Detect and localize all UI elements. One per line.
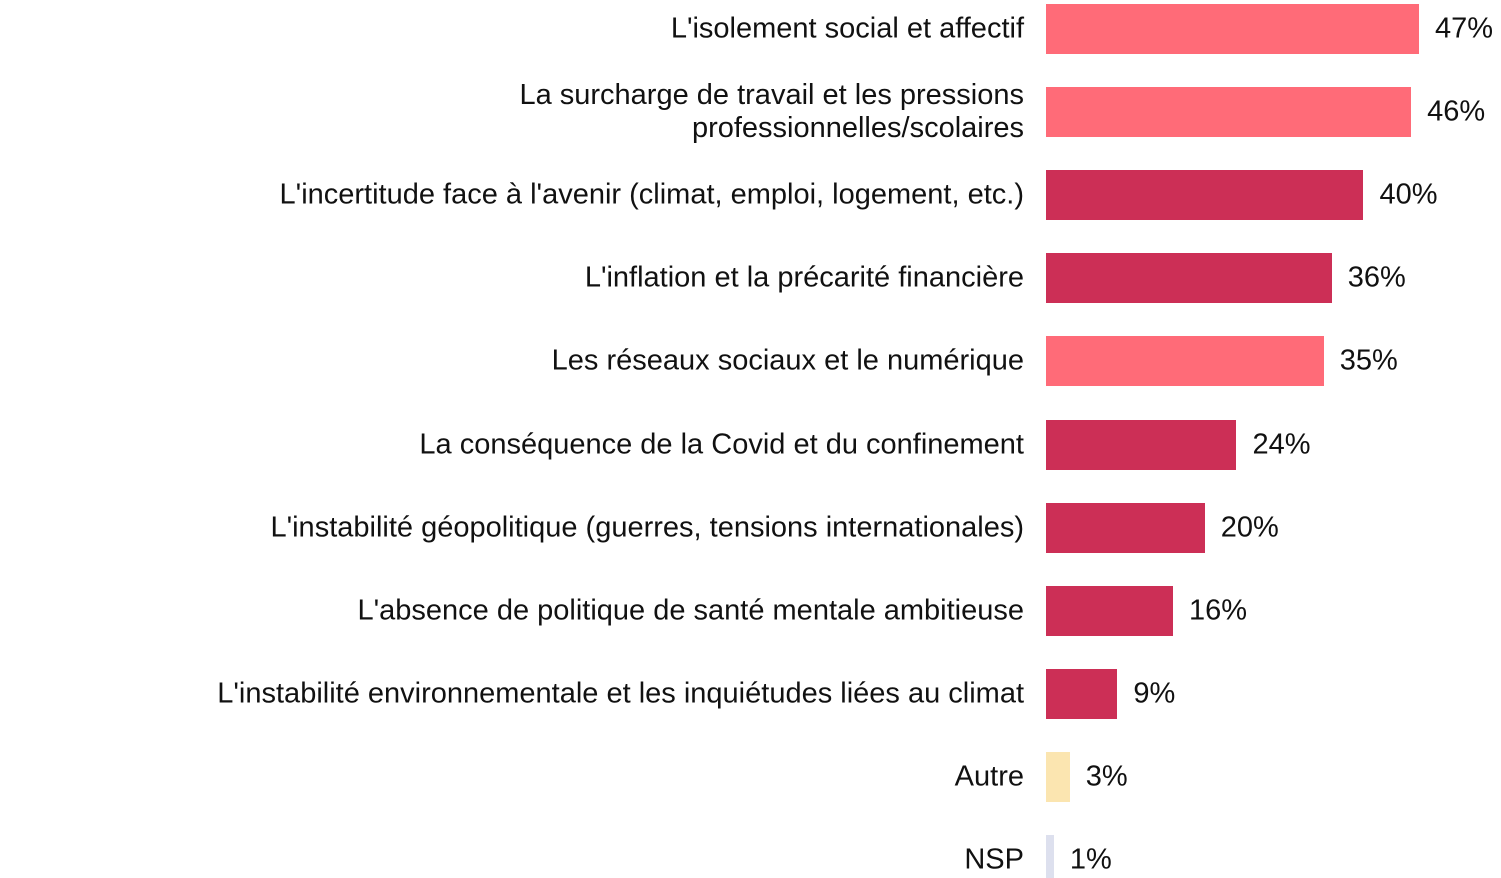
- bar: [1046, 585, 1173, 636]
- category-label: L'absence de politique de santé mentale …: [357, 594, 1024, 627]
- bar: [1046, 253, 1332, 304]
- value-label: 47%: [1435, 12, 1494, 45]
- value-label: 16%: [1188, 594, 1248, 627]
- bar: [1046, 751, 1070, 802]
- value-label: 46%: [1427, 95, 1486, 128]
- category-label: Autre: [954, 760, 1024, 793]
- category-label: NSP: [964, 843, 1024, 876]
- value-label: 35%: [1339, 344, 1398, 377]
- value-label: 9%: [1133, 677, 1176, 710]
- bar: [1046, 336, 1324, 387]
- category-label: L'incertitude face à l'avenir (climat, e…: [279, 178, 1024, 211]
- category-label: Les réseaux sociaux et le numérique: [551, 344, 1024, 377]
- bar: [1046, 170, 1364, 221]
- category-label: L'instabilité géopolitique (guerres, ten…: [270, 511, 1024, 544]
- category-label: L'inflation et la précarité financière: [584, 261, 1024, 294]
- value-label: 20%: [1220, 511, 1279, 544]
- value-label: 3%: [1085, 760, 1128, 793]
- bar: [1046, 502, 1205, 553]
- bar: [1046, 4, 1419, 54]
- value-label: 24%: [1252, 428, 1311, 460]
- bar: [1046, 835, 1054, 878]
- bar: [1046, 668, 1118, 719]
- category-label: La surcharge de travail et les pressions…: [519, 79, 1024, 145]
- bar: [1046, 419, 1237, 470]
- category-label: La conséquence de la Covid et du confine…: [419, 428, 1024, 460]
- category-label: L'instabilité environnementale et les in…: [217, 677, 1024, 710]
- value-label: 36%: [1347, 261, 1406, 294]
- value-label: 1%: [1069, 843, 1112, 876]
- category-label: L'isolement social et affectif: [670, 12, 1024, 45]
- value-label: 40%: [1379, 178, 1438, 211]
- bar: [1046, 87, 1412, 138]
